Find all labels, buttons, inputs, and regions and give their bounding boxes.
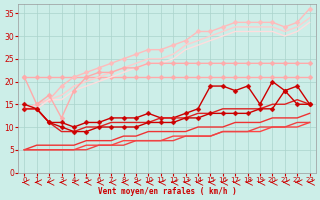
- X-axis label: Vent moyen/en rafales ( km/h ): Vent moyen/en rafales ( km/h ): [98, 187, 236, 196]
